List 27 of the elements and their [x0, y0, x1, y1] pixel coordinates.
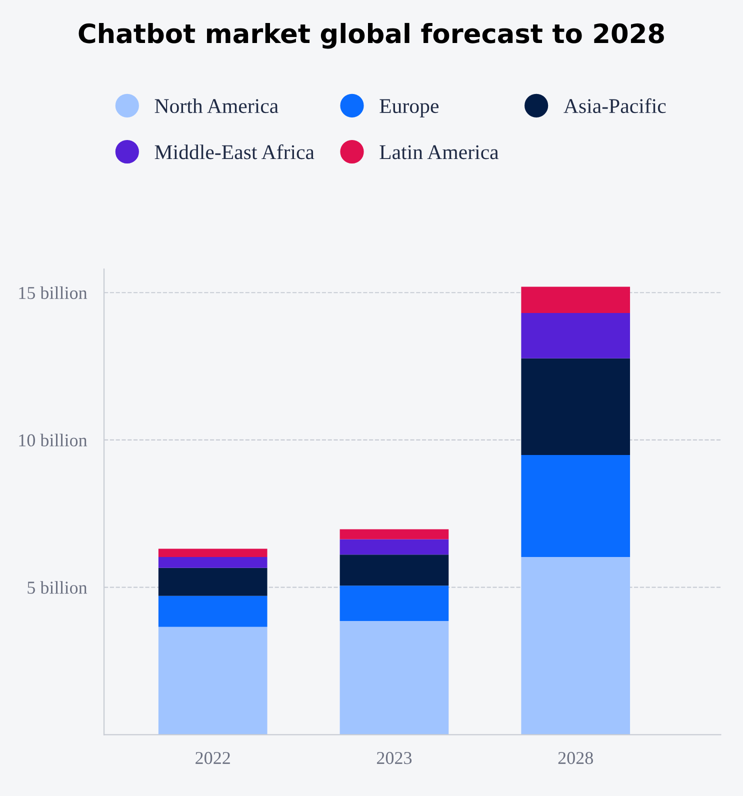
- x-tick-label: 2023: [376, 752, 412, 764]
- bar: [521, 358, 630, 456]
- y-tick-label: 15 billion: [19, 286, 88, 300]
- bar: [340, 554, 449, 586]
- y-tick-label: 5 billion: [28, 581, 88, 594]
- legend-label: Asia-Pacific: [564, 98, 666, 114]
- legend-label: Europe: [380, 99, 439, 118]
- bar: [521, 312, 630, 358]
- bar: [158, 626, 268, 735]
- bar: [158, 568, 268, 596]
- bar: [158, 556, 268, 568]
- bar: [340, 620, 449, 735]
- bar: [340, 586, 449, 621]
- y-tick-label: 10 billion: [19, 434, 88, 446]
- legend-label: Latin America: [380, 145, 499, 160]
- bar: [521, 455, 630, 557]
- legend-label: North America: [154, 98, 278, 114]
- bar: [158, 548, 268, 557]
- x-tick-label: 2028: [558, 752, 593, 764]
- legend-label: Middle-East Africa: [154, 144, 314, 160]
- x-tick-label: 2022: [196, 752, 230, 764]
- bar: [521, 286, 630, 313]
- bar: [340, 539, 449, 555]
- bar: [158, 596, 268, 627]
- bar: [521, 556, 630, 735]
- chart-title: Chatbot market global forecast to 2028: [78, 22, 664, 49]
- bar: [340, 529, 449, 540]
